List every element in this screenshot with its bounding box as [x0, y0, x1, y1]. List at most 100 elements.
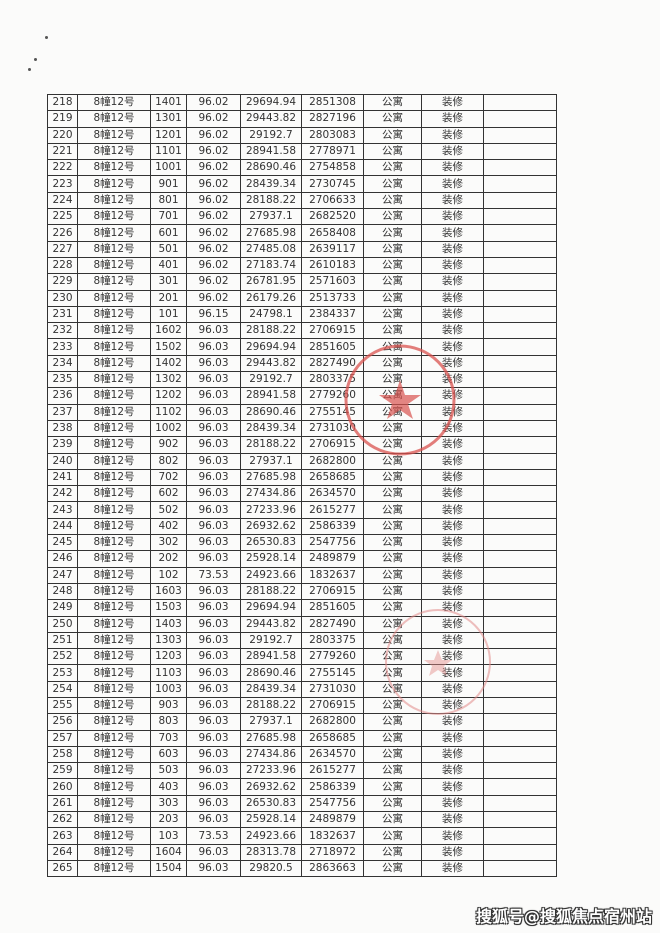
building-cell: 8幢12号: [77, 468, 151, 487]
property-type-cell: 公寓: [363, 811, 422, 829]
decoration-cell: 装修: [421, 322, 484, 340]
building-cell: 8幢12号: [77, 696, 151, 715]
remarks-cell: [483, 371, 557, 389]
property-type-cell: 公寓: [363, 240, 422, 258]
area-cell: 96.03: [186, 615, 241, 633]
room-number-cell: 103: [150, 827, 187, 845]
area-cell: 96.02: [186, 240, 241, 258]
remarks-cell: [483, 240, 557, 258]
room-number-cell: 1303: [150, 631, 187, 650]
total-price-cell: 2778971: [301, 142, 364, 161]
total-price-cell: 2634570: [301, 485, 364, 503]
unit-price-cell: 24798.1: [240, 305, 302, 324]
total-price-cell: 2384337: [301, 305, 364, 324]
property-type-cell: 公寓: [363, 778, 422, 796]
decoration-cell: 装修: [421, 354, 484, 373]
room-number-cell: 301: [150, 273, 187, 291]
building-cell: 8幢12号: [77, 501, 151, 519]
table-row: 219 8幢12号 1301 96.02 29443.82 2827196 公寓 装修: [47, 110, 557, 128]
row-number-cell: 230: [47, 289, 78, 307]
decoration-cell: 装修: [421, 843, 484, 861]
total-price-cell: 2755145: [301, 403, 364, 421]
room-number-cell: 903: [150, 696, 187, 715]
table-row: 237 8幢12号 1102 96.03 28690.46 2755145 公寓 装修: [47, 403, 557, 421]
area-cell: 96.03: [186, 582, 241, 601]
table-row: 245 8幢12号 302 96.03 26530.83 2547756 公寓 装修: [47, 534, 557, 552]
unit-price-cell: 28941.58: [240, 387, 302, 405]
building-cell: 8幢12号: [77, 843, 151, 861]
room-number-cell: 1603: [150, 582, 187, 601]
remarks-cell: [483, 713, 557, 731]
unit-price-cell: 28690.46: [240, 403, 302, 421]
unit-price-cell: 24923.66: [240, 566, 302, 584]
room-number-cell: 1203: [150, 648, 187, 666]
remarks-cell: [483, 664, 557, 682]
room-number-cell: 702: [150, 468, 187, 487]
area-cell: 96.02: [186, 224, 241, 242]
remarks-cell: [483, 468, 557, 487]
table-row: 244 8幢12号 402 96.03 26932.62 2586339 公寓 装修: [47, 517, 557, 536]
decoration-cell: 装修: [421, 582, 484, 601]
total-price-cell: 2610183: [301, 256, 364, 275]
decoration-cell: 装修: [421, 485, 484, 503]
area-cell: 96.03: [186, 843, 241, 861]
room-number-cell: 303: [150, 794, 187, 813]
area-cell: 96.03: [186, 794, 241, 813]
property-type-cell: 公寓: [363, 859, 422, 878]
total-price-cell: 2827196: [301, 110, 364, 128]
property-type-cell: 公寓: [363, 354, 422, 373]
remarks-cell: [483, 745, 557, 764]
row-number-cell: 265: [47, 859, 78, 878]
building-cell: 8幢12号: [77, 93, 151, 112]
row-number-cell: 250: [47, 615, 78, 633]
total-price-cell: 2639117: [301, 240, 364, 258]
decoration-cell: 装修: [421, 680, 484, 698]
room-number-cell: 102: [150, 566, 187, 584]
area-cell: 96.02: [186, 126, 241, 144]
building-cell: 8幢12号: [77, 582, 151, 601]
property-type-cell: 公寓: [363, 110, 422, 128]
total-price-cell: 2851605: [301, 338, 364, 356]
room-number-cell: 1102: [150, 403, 187, 421]
decoration-cell: 装修: [421, 191, 484, 210]
table-row: 246 8幢12号 202 96.03 25928.14 2489879 公寓 装修: [47, 550, 557, 568]
area-cell: 96.03: [186, 371, 241, 389]
total-price-cell: 1832637: [301, 827, 364, 845]
remarks-cell: [483, 256, 557, 275]
area-cell: 96.02: [186, 142, 241, 161]
remarks-cell: [483, 387, 557, 405]
total-price-cell: 2615277: [301, 501, 364, 519]
total-price-cell: 2658408: [301, 224, 364, 242]
table-row: 224 8幢12号 801 96.02 28188.22 2706633 公寓 装修: [47, 191, 557, 210]
row-number-cell: 228: [47, 256, 78, 275]
table-row: 238 8幢12号 1002 96.03 28439.34 2731030 公寓 装修: [47, 419, 557, 438]
area-cell: 96.03: [186, 354, 241, 373]
remarks-cell: [483, 778, 557, 796]
row-number-cell: 226: [47, 224, 78, 242]
room-number-cell: 901: [150, 175, 187, 193]
building-cell: 8幢12号: [77, 745, 151, 764]
building-cell: 8幢12号: [77, 599, 151, 617]
building-cell: 8幢12号: [77, 827, 151, 845]
property-type-cell: 公寓: [363, 126, 422, 144]
decoration-cell: 装修: [421, 208, 484, 226]
property-type-cell: 公寓: [363, 208, 422, 226]
remarks-cell: [483, 729, 557, 747]
area-cell: 96.03: [186, 387, 241, 405]
decoration-cell: 装修: [421, 338, 484, 356]
total-price-cell: 2706633: [301, 191, 364, 210]
table-row: 265 8幢12号 1504 96.03 29820.5 2863663 公寓 装修: [47, 859, 557, 878]
row-number-cell: 245: [47, 534, 78, 552]
unit-price-cell: 26179.26: [240, 289, 302, 307]
property-type-cell: 公寓: [363, 566, 422, 584]
building-cell: 8幢12号: [77, 452, 151, 470]
total-price-cell: 2706915: [301, 696, 364, 715]
remarks-cell: [483, 403, 557, 421]
total-price-cell: 2571603: [301, 273, 364, 291]
decoration-cell: 装修: [421, 142, 484, 161]
table-row: 234 8幢12号 1402 96.03 29443.82 2827490 公寓 装修: [47, 354, 557, 373]
total-price-cell: 2863663: [301, 859, 364, 878]
decoration-cell: 装修: [421, 289, 484, 307]
decoration-cell: 装修: [421, 501, 484, 519]
decoration-cell: 装修: [421, 256, 484, 275]
